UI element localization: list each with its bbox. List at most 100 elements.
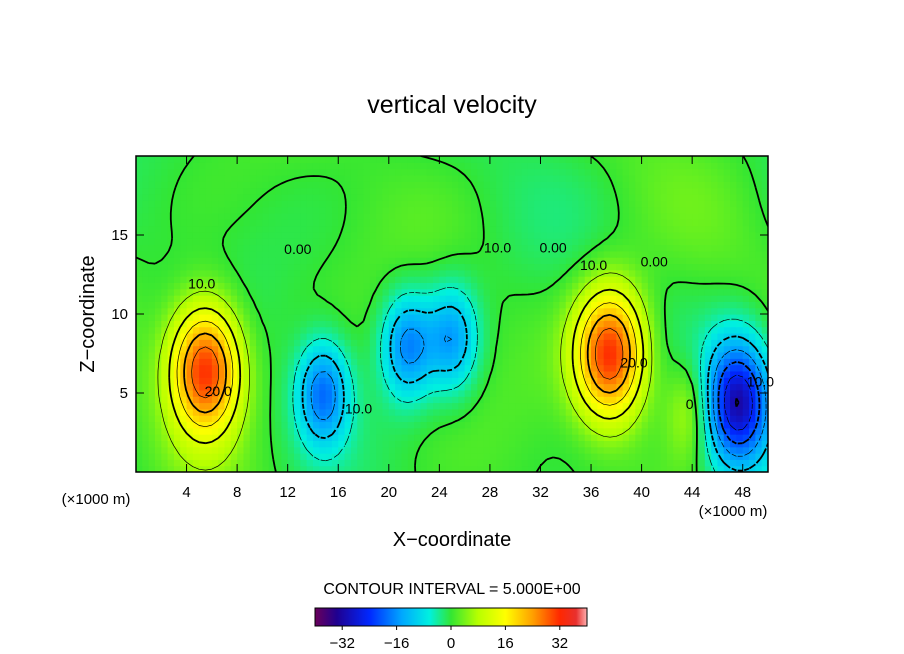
field-cell	[376, 351, 384, 359]
field-cell	[647, 288, 655, 296]
field-cell	[527, 288, 535, 296]
field-cell	[363, 288, 371, 296]
field-cell	[723, 295, 731, 302]
field-cell	[749, 212, 756, 220]
field-cell	[230, 320, 238, 328]
field-cell	[717, 332, 725, 340]
field-cell	[218, 434, 226, 441]
field-cell	[287, 345, 295, 353]
field-cell	[496, 453, 504, 460]
field-cell	[287, 326, 295, 334]
field-cell	[610, 408, 617, 416]
field-cell	[136, 307, 143, 315]
field-cell	[211, 326, 219, 334]
field-cell	[256, 168, 263, 176]
field-cell	[363, 225, 371, 233]
field-cell	[477, 307, 485, 315]
field-cell	[180, 383, 188, 391]
field-cell	[761, 396, 768, 404]
field-cell	[433, 212, 440, 220]
field-cell	[572, 459, 579, 467]
field-cell	[470, 212, 478, 220]
field-cell	[154, 301, 162, 309]
field-cell	[433, 219, 440, 227]
field-cell	[275, 402, 282, 410]
field-cell	[167, 314, 175, 321]
field-cell	[312, 193, 320, 201]
field-cell	[755, 314, 763, 321]
field-cell	[224, 219, 232, 227]
field-cell	[515, 326, 523, 334]
field-cell	[281, 389, 289, 397]
field-cell	[401, 276, 409, 283]
field-cell	[154, 231, 162, 239]
field-cell	[224, 465, 232, 472]
field-cell	[388, 257, 396, 265]
field-cell	[173, 263, 181, 271]
field-cell	[414, 459, 421, 467]
field-cell	[237, 383, 245, 391]
field-cell	[546, 440, 554, 448]
field-cell	[679, 225, 687, 233]
field-cell	[338, 174, 346, 182]
field-cell	[388, 250, 396, 258]
field-cell	[496, 187, 504, 195]
field-cell	[730, 326, 737, 334]
field-cell	[502, 427, 510, 435]
field-cell	[142, 364, 150, 372]
field-cell	[256, 440, 263, 448]
field-cell	[628, 174, 636, 182]
field-cell	[736, 427, 744, 435]
field-cell	[749, 408, 756, 416]
field-cell	[723, 326, 731, 334]
field-cell	[312, 370, 320, 378]
field-cell	[237, 250, 245, 258]
field-cell	[414, 193, 421, 201]
field-cell	[654, 358, 662, 366]
field-cell	[685, 332, 693, 340]
field-cell	[736, 244, 744, 252]
field-cell	[704, 351, 712, 359]
field-cell	[407, 446, 415, 454]
field-cell	[218, 364, 226, 372]
field-cell	[546, 168, 554, 176]
field-cell	[742, 358, 750, 366]
field-cell	[205, 314, 213, 321]
field-cell	[679, 453, 687, 460]
field-cell	[414, 440, 421, 448]
field-cell	[275, 307, 282, 315]
field-cell	[761, 162, 768, 170]
field-cell	[515, 389, 523, 397]
field-cell	[294, 282, 301, 290]
field-cell	[673, 440, 681, 448]
field-cell	[464, 257, 472, 265]
field-cell	[742, 370, 750, 378]
field-cell	[761, 250, 768, 258]
field-cell	[426, 415, 434, 423]
field-cell	[186, 307, 194, 315]
field-cell	[433, 453, 440, 460]
field-cell	[717, 383, 725, 391]
field-cell	[477, 332, 485, 340]
field-cell	[180, 389, 188, 397]
field-cell	[610, 345, 617, 353]
field-cell	[275, 345, 282, 353]
field-cell	[338, 181, 346, 189]
field-cell	[730, 181, 737, 189]
field-cell	[559, 440, 567, 448]
field-cell	[603, 320, 611, 328]
field-cell	[584, 269, 592, 277]
field-cell	[546, 162, 554, 170]
field-cell	[382, 440, 390, 448]
field-cell	[717, 219, 725, 227]
field-cell	[173, 238, 181, 246]
field-cell	[666, 459, 674, 467]
field-cell	[660, 370, 668, 378]
field-cell	[628, 257, 636, 265]
field-cell	[723, 440, 731, 448]
field-cell	[521, 263, 529, 271]
field-cell	[553, 358, 561, 366]
field-cell	[736, 269, 744, 277]
field-cell	[275, 434, 282, 441]
field-cell	[148, 358, 156, 366]
